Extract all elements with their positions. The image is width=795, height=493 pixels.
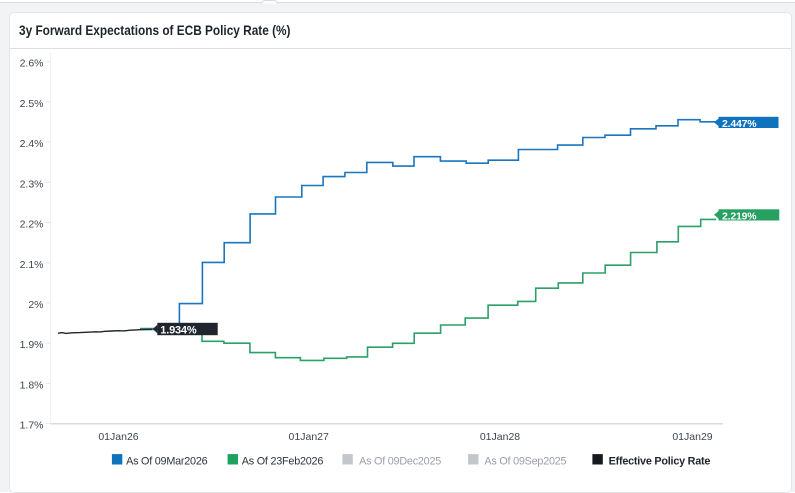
svg-text:As Of 23Feb2026: As Of 23Feb2026 bbox=[242, 455, 324, 467]
svg-text:1.9%: 1.9% bbox=[20, 339, 44, 351]
svg-text:2.3%: 2.3% bbox=[20, 178, 44, 190]
svg-text:2.5%: 2.5% bbox=[20, 98, 44, 110]
svg-text:01Jan26: 01Jan26 bbox=[98, 431, 138, 443]
svg-text:2%: 2% bbox=[28, 299, 43, 311]
svg-text:01Jan29: 01Jan29 bbox=[672, 431, 712, 443]
svg-text:Effective Policy Rate: Effective Policy Rate bbox=[609, 455, 711, 467]
svg-text:2.219%: 2.219% bbox=[722, 210, 757, 222]
svg-text:2.2%: 2.2% bbox=[20, 219, 44, 231]
svg-text:2.6%: 2.6% bbox=[20, 58, 44, 70]
svg-text:1.934%: 1.934% bbox=[160, 325, 197, 337]
svg-text:01Jan27: 01Jan27 bbox=[289, 431, 329, 443]
svg-text:2.447%: 2.447% bbox=[722, 118, 757, 130]
svg-text:01Jan28: 01Jan28 bbox=[480, 431, 520, 443]
svg-text:As Of 09Sep2025: As Of 09Sep2025 bbox=[484, 455, 566, 467]
svg-text:2.1%: 2.1% bbox=[20, 259, 44, 271]
svg-text:2.4%: 2.4% bbox=[20, 138, 44, 150]
svg-text:As Of 09Mar2026: As Of 09Mar2026 bbox=[126, 455, 208, 467]
svg-text:1.7%: 1.7% bbox=[20, 420, 44, 432]
svg-text:As Of 09Dec2025: As Of 09Dec2025 bbox=[359, 455, 441, 467]
svg-text:1.8%: 1.8% bbox=[20, 379, 44, 391]
